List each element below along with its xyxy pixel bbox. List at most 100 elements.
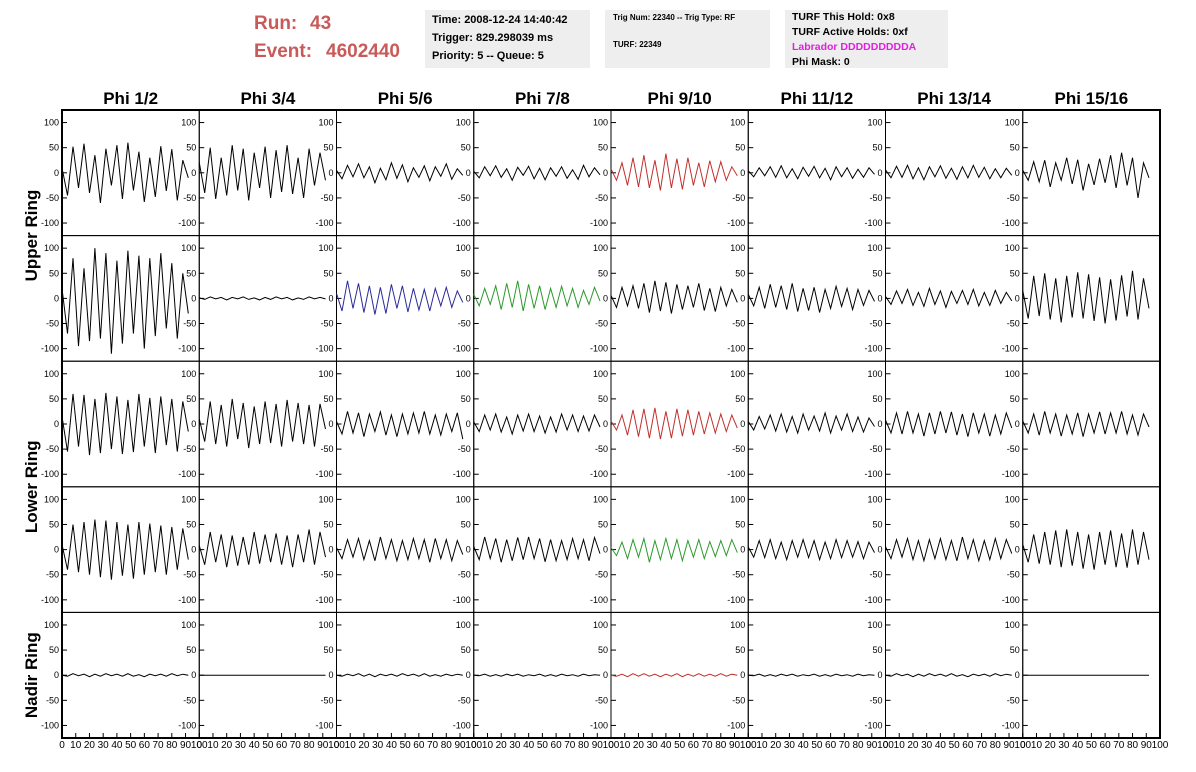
y-tick-label: -50 xyxy=(869,193,882,203)
x-tick-label: 30 xyxy=(647,740,659,751)
y-tick-label: 100 xyxy=(730,494,745,504)
y-tick-label: -50 xyxy=(732,570,745,580)
x-tick-label: 90 xyxy=(180,740,192,751)
waveform xyxy=(473,673,601,677)
y-tick-label: 100 xyxy=(181,620,196,630)
y-tick-label: -100 xyxy=(727,720,745,730)
y-tick-label: 100 xyxy=(593,369,608,379)
x-tick-label: 20 xyxy=(907,740,919,751)
y-tick-label: -50 xyxy=(1007,193,1020,203)
x-tick-label: 20 xyxy=(358,740,370,751)
y-tick-label: -100 xyxy=(178,344,196,354)
y-tick-label: 50 xyxy=(735,519,745,529)
column-header: Phi 15/16 xyxy=(1055,89,1129,108)
y-tick-label: -100 xyxy=(1002,720,1020,730)
y-tick-label: 50 xyxy=(323,394,333,404)
y-tick-label: -50 xyxy=(595,319,608,329)
y-tick-label: 0 xyxy=(877,168,882,178)
y-tick-label: -100 xyxy=(315,469,333,479)
y-tick-label: 100 xyxy=(181,118,196,128)
y-tick-label: 0 xyxy=(191,545,196,555)
x-tick-label: 40 xyxy=(523,740,535,751)
y-tick-label: 100 xyxy=(181,494,196,504)
x-tick-label: 0 xyxy=(608,740,614,751)
x-tick-label: 80 xyxy=(715,740,727,751)
y-tick-label: -100 xyxy=(1002,344,1020,354)
x-tick-label: 10 xyxy=(70,740,82,751)
y-tick-label: -50 xyxy=(732,193,745,203)
x-tick-label: 90 xyxy=(592,740,604,751)
y-tick-label: 100 xyxy=(44,369,59,379)
y-tick-label: 100 xyxy=(593,494,608,504)
y-tick-label: -50 xyxy=(320,570,333,580)
y-tick-label: 50 xyxy=(323,143,333,153)
x-tick-label: 10 xyxy=(482,740,494,751)
y-tick-label: -100 xyxy=(315,218,333,228)
y-tick-label: 50 xyxy=(1010,645,1020,655)
y-tick-label: -100 xyxy=(453,218,471,228)
y-tick-label: 50 xyxy=(1010,519,1020,529)
y-tick-label: 50 xyxy=(872,268,882,278)
x-tick-label: 80 xyxy=(990,740,1002,751)
waveform xyxy=(1022,152,1150,198)
y-tick-label: -100 xyxy=(1002,218,1020,228)
x-tick-label: 40 xyxy=(249,740,261,751)
y-tick-label: -50 xyxy=(46,444,59,454)
waveform xyxy=(198,145,326,201)
y-tick-label: -100 xyxy=(178,720,196,730)
y-tick-label: 0 xyxy=(54,293,59,303)
y-tick-label: -100 xyxy=(41,595,59,605)
y-tick-label: -50 xyxy=(320,319,333,329)
y-tick-label: 0 xyxy=(740,293,745,303)
x-tick-label: 70 xyxy=(976,740,988,751)
column-header: Phi 7/8 xyxy=(515,89,570,108)
y-tick-label: 100 xyxy=(1005,369,1020,379)
waveform xyxy=(198,529,326,568)
y-tick-label: 100 xyxy=(318,494,333,504)
ring-label: Upper Ring xyxy=(22,190,41,282)
x-tick-label: 70 xyxy=(564,740,576,751)
y-tick-label: 50 xyxy=(461,519,471,529)
y-tick-label: 100 xyxy=(456,369,471,379)
y-tick-label: -50 xyxy=(732,319,745,329)
x-tick-label: 80 xyxy=(852,740,864,751)
y-tick-label: 100 xyxy=(867,243,882,253)
waveform xyxy=(885,164,1013,182)
x-tick-label: 10 xyxy=(345,740,357,751)
y-tick-label: 0 xyxy=(328,168,333,178)
waveform xyxy=(336,280,464,315)
y-tick-label: -50 xyxy=(1007,570,1020,580)
y-tick-label: -100 xyxy=(864,218,882,228)
y-tick-label: 100 xyxy=(456,620,471,630)
x-tick-label: 100 xyxy=(1152,740,1169,751)
event-label: Event: xyxy=(254,41,312,62)
y-tick-label: 0 xyxy=(877,545,882,555)
y-tick-label: 50 xyxy=(186,519,196,529)
y-tick-label: 50 xyxy=(872,645,882,655)
y-tick-label: -50 xyxy=(46,570,59,580)
y-tick-label: -100 xyxy=(590,595,608,605)
y-tick-label: 0 xyxy=(1015,293,1020,303)
y-tick-label: 50 xyxy=(323,519,333,529)
y-tick-label: -50 xyxy=(732,695,745,705)
waveform xyxy=(61,248,189,354)
y-tick-label: 0 xyxy=(466,670,471,680)
y-tick-label: 0 xyxy=(466,545,471,555)
y-tick-label: 50 xyxy=(49,143,59,153)
ring-label: Lower Ring xyxy=(22,441,41,534)
waveform xyxy=(473,280,601,312)
y-tick-label: -100 xyxy=(178,218,196,228)
y-tick-label: -100 xyxy=(41,344,59,354)
waveform xyxy=(473,412,601,436)
y-tick-label: 0 xyxy=(1015,545,1020,555)
y-tick-label: 0 xyxy=(191,168,196,178)
x-tick-label: 90 xyxy=(1003,740,1015,751)
x-tick-label: 50 xyxy=(811,740,823,751)
y-tick-label: -100 xyxy=(453,595,471,605)
x-tick-label: 70 xyxy=(839,740,851,751)
y-tick-label: 0 xyxy=(740,419,745,429)
y-tick-label: 50 xyxy=(735,394,745,404)
x-tick-label: 20 xyxy=(770,740,782,751)
x-tick-label: 50 xyxy=(1086,740,1098,751)
info-text: Phi Mask: 0 xyxy=(792,56,850,68)
